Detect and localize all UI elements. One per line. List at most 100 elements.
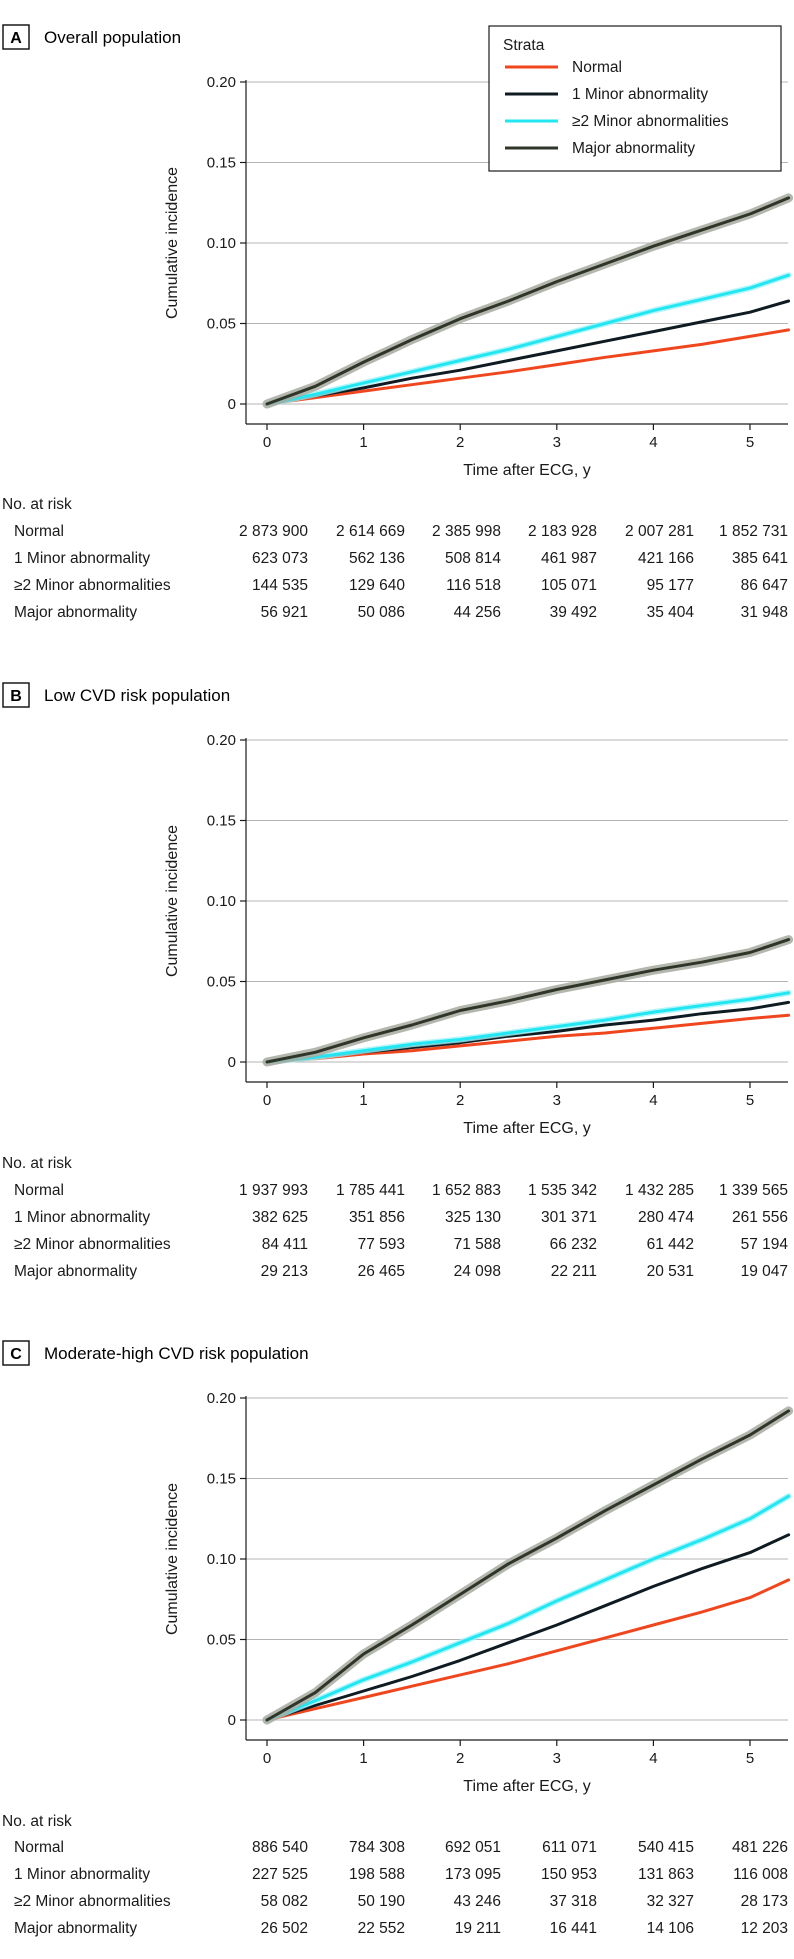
panel-letter: A — [10, 30, 22, 47]
panel-letter-box — [2, 1340, 30, 1366]
y-tick-label: 0.20 — [207, 1390, 236, 1407]
at-risk-row-label: 1 Minor abnormality — [14, 550, 150, 567]
legend: Strata Normal 1 Minor abnormality ≥2 Minor … — [488, 25, 782, 172]
at-risk-value: 24 098 — [454, 1263, 501, 1280]
x-tick-label: 4 — [649, 434, 657, 451]
at-risk-value: 1 535 342 — [528, 1182, 597, 1199]
panel-title: Low CVD risk population — [44, 686, 230, 705]
series-line-normal — [265, 1578, 791, 1722]
at-risk-value: 1 652 883 — [432, 1182, 501, 1199]
at-risk-value: 382 625 — [252, 1209, 308, 1226]
at-risk-value: 784 308 — [349, 1839, 405, 1856]
series-line-2-minor-abnormalities — [265, 991, 791, 1064]
panel-c: C Moderate-high CVD risk population 0 0.05 0… — [2, 1340, 794, 1937]
at-risk-row-label: Normal — [14, 523, 64, 540]
x-tick-label: 1 — [359, 434, 367, 451]
y-axis-title: Cumulative incidence — [164, 167, 181, 319]
series-line-1-minor-abnormality — [265, 1533, 791, 1722]
y-tick-label: 0.15 — [207, 155, 236, 172]
at-risk-header: No. at risk — [2, 1155, 72, 1172]
at-risk-value: 261 556 — [732, 1209, 788, 1226]
ci-band-major-abnormality — [262, 193, 794, 409]
at-risk-value: 50 190 — [358, 1893, 406, 1910]
series-line-normal — [265, 328, 791, 406]
at-risk-value: 50 086 — [358, 604, 405, 621]
y-tick-label: 0.05 — [207, 1632, 236, 1649]
at-risk-value: 22 552 — [358, 1920, 405, 1937]
at-risk-value: 461 987 — [541, 550, 597, 567]
at-risk-value: 19 047 — [741, 1263, 788, 1280]
at-risk-value: 144 535 — [252, 577, 308, 594]
y-tick-label: 0.20 — [207, 732, 236, 749]
at-risk-value: 16 441 — [550, 1920, 597, 1937]
at-risk-value: 44 256 — [454, 604, 501, 621]
at-risk-row-label: 1 Minor abnormality — [14, 1866, 150, 1883]
at-risk-value: 19 211 — [455, 1920, 501, 1937]
at-risk-value: 325 130 — [445, 1209, 501, 1226]
at-risk-value: 623 073 — [252, 550, 308, 567]
x-tick-label: 5 — [746, 1092, 754, 1109]
panel-letter-box — [2, 24, 30, 50]
y-tick-label: 0 — [228, 1712, 236, 1729]
at-risk-value: 301 371 — [541, 1209, 597, 1226]
at-risk-value: 20 531 — [647, 1263, 694, 1280]
x-tick-label: 1 — [359, 1750, 367, 1767]
x-tick-label: 3 — [553, 1092, 561, 1109]
panel-b: B Low CVD risk population 0 0.05 0.10 0.15 0.2… — [2, 682, 794, 1280]
at-risk-value: 56 921 — [261, 604, 308, 621]
at-risk-value: 14 106 — [647, 1920, 694, 1937]
at-risk-value: 886 540 — [252, 1839, 308, 1856]
at-risk-value: 105 071 — [541, 577, 597, 594]
x-tick-label: 3 — [553, 434, 561, 451]
x-tick-label: 5 — [746, 434, 754, 451]
at-risk-value: 32 327 — [647, 1893, 694, 1910]
series-line-major-abnormality — [265, 196, 791, 406]
series-line-major-abnormality — [265, 938, 791, 1064]
at-risk-value: 2 385 998 — [432, 523, 501, 540]
at-risk-row-label: Normal — [14, 1839, 64, 1856]
legend-label-1-minor-abnormality: 1 Minor abnormality — [572, 86, 708, 103]
at-risk-header: No. at risk — [2, 496, 72, 513]
y-axis-title: Cumulative incidence — [164, 1483, 181, 1635]
x-tick-label: 2 — [456, 1750, 464, 1767]
at-risk-value: 2 007 281 — [625, 523, 694, 540]
at-risk-value: 29 213 — [261, 1263, 308, 1280]
panel-a: A Overall population 0 0.05 0.10 0.15 0.20 0 1 2 3… — [2, 24, 794, 621]
at-risk-value: 39 492 — [550, 604, 597, 621]
y-tick-label: 0.10 — [207, 1551, 236, 1568]
at-risk-value: 227 525 — [252, 1866, 308, 1883]
at-risk-value: 12 203 — [741, 1920, 788, 1937]
at-risk-value: 150 953 — [541, 1866, 597, 1883]
at-risk-value: 77 593 — [358, 1236, 405, 1253]
at-risk-value: 61 442 — [647, 1236, 694, 1253]
x-tick-label: 4 — [649, 1750, 657, 1767]
legend-label-normal: Normal — [572, 59, 622, 76]
at-risk-value: 86 647 — [741, 577, 788, 594]
at-risk-value: 540 415 — [638, 1839, 694, 1856]
panel-letter: B — [10, 688, 22, 705]
at-risk-value: 26 465 — [358, 1263, 405, 1280]
at-risk-value: 1 852 731 — [719, 523, 788, 540]
at-risk-row-label: Major abnormality — [14, 1263, 137, 1280]
series-line-2-minor-abnormalities — [265, 273, 791, 406]
at-risk-value: 198 588 — [349, 1866, 405, 1883]
x-axis-title: Time after ECG, y — [463, 462, 590, 479]
at-risk-row-label: ≥2 Minor abnormalities — [14, 1893, 171, 1910]
at-risk-value: 692 051 — [445, 1839, 501, 1856]
at-risk-header: No. at risk — [2, 1813, 72, 1830]
at-risk-value: 22 211 — [551, 1263, 597, 1280]
x-tick-label: 1 — [359, 1092, 367, 1109]
at-risk-value: 129 640 — [349, 577, 405, 594]
at-risk-value: 508 814 — [445, 550, 501, 567]
y-tick-label: 0.10 — [207, 235, 236, 252]
at-risk-row-label: Normal — [14, 1182, 64, 1199]
panel-title: Moderate-high CVD risk population — [44, 1344, 309, 1363]
legend-title: Strata — [503, 37, 545, 54]
at-risk-value: 28 173 — [741, 1893, 788, 1910]
y-tick-label: 0 — [228, 1054, 236, 1071]
panel-letter: C — [10, 1346, 22, 1363]
x-tick-label: 2 — [456, 1092, 464, 1109]
x-axis-title: Time after ECG, y — [463, 1120, 590, 1137]
x-tick-label: 0 — [263, 434, 271, 451]
